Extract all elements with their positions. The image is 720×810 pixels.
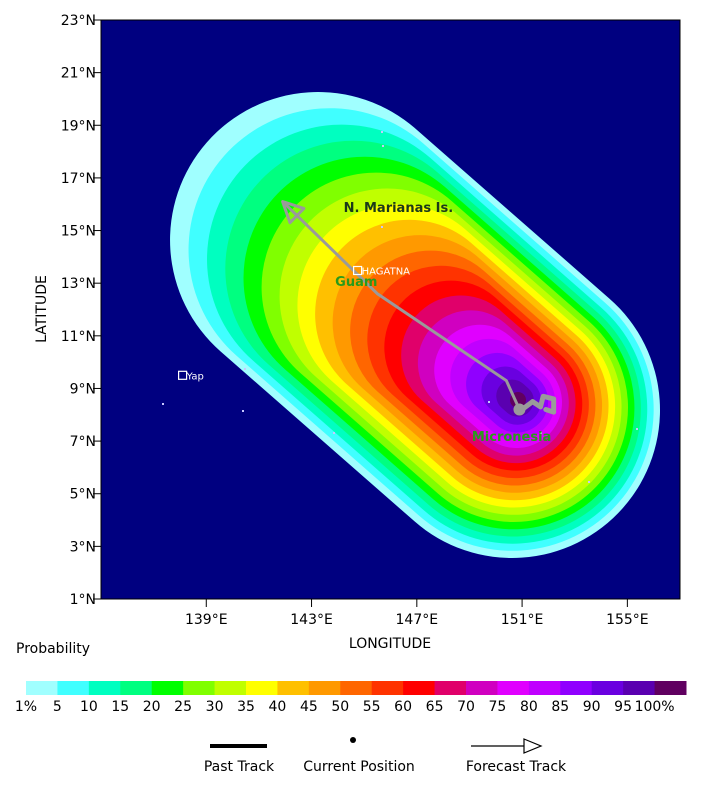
colorbar-swatch — [560, 681, 593, 695]
probability-contours — [170, 92, 660, 558]
x-tick-label: 147°E — [396, 612, 439, 628]
colorbar-swatch — [466, 681, 498, 695]
island-dot — [540, 432, 542, 434]
forecast-track-line — [281, 200, 521, 411]
island-dot — [381, 131, 383, 133]
y-tick-label: 1°N — [70, 592, 96, 608]
x-tick-label: 151°E — [501, 612, 544, 628]
colorbar-swatch — [88, 681, 121, 695]
colorbar-swatch — [151, 681, 184, 695]
colorbar-label: 1% — [14, 699, 38, 715]
region-label: Micronesia — [472, 430, 551, 445]
y-tick-label: 11°N — [61, 329, 96, 345]
colorbar-swatch — [308, 681, 341, 695]
x-tick-label: 143°E — [290, 612, 333, 628]
colorbar-label: 85 — [551, 699, 570, 715]
island-dot — [636, 428, 638, 430]
x-tick-label: 139°E — [185, 612, 228, 628]
colorbar-swatch — [623, 681, 656, 695]
y-tick-label: 3°N — [70, 539, 96, 555]
colorbar-swatch — [246, 681, 278, 695]
colorbar-swatch — [120, 681, 153, 695]
colorbar-label: 10 — [79, 699, 98, 715]
colorbar-label: 20 — [142, 699, 161, 715]
past-track-line — [519, 393, 557, 415]
colorbar-label: 35 — [237, 699, 255, 715]
colorbar-label: 90 — [582, 699, 601, 715]
island-dot — [381, 226, 383, 228]
y-tick-label: 15°N — [61, 224, 96, 240]
region-label: N. Marianas Is. — [344, 201, 454, 216]
colorbar-swatch — [340, 681, 373, 695]
y-tick-label: 19°N — [61, 118, 96, 134]
colorbar-label: 65 — [425, 699, 444, 715]
colorbar-swatch — [214, 681, 247, 695]
colorbar-label: 70 — [457, 699, 475, 715]
colorbar-label: 30 — [205, 699, 224, 715]
colorbar-label: 15 — [111, 699, 130, 715]
colorbar-swatch — [497, 681, 530, 695]
city-marker — [178, 370, 188, 380]
y-tick-label: 23°N — [61, 13, 96, 29]
legend-title: Probability — [16, 641, 91, 657]
colorbar-label: 45 — [299, 699, 318, 715]
colorbar-swatch — [434, 681, 467, 695]
axis-ticks: 139°E 143°E 147°E 151°E 155°E 23°N 21°N 19°N 17°… — [61, 13, 649, 628]
colorbar-label: 25 — [174, 699, 193, 715]
island-dot — [162, 403, 164, 405]
colorbar-swatch — [371, 681, 404, 695]
y-axis-title: LATITUDE — [34, 275, 50, 343]
island-dot — [588, 481, 590, 483]
island-dot — [333, 432, 335, 434]
colorbar-label: 95 — [614, 699, 633, 715]
colorbar-swatch — [183, 681, 216, 695]
islands — [162, 131, 638, 483]
colorbar-swatch — [26, 681, 58, 695]
colorbar-swatch — [654, 681, 687, 695]
colorbar-label: 60 — [394, 699, 413, 715]
y-tick-label: 9°N — [70, 381, 96, 397]
forecast-track-key-label: Forecast Track — [465, 759, 567, 775]
island-dot — [488, 401, 490, 403]
colorbar-label: 55 — [362, 699, 381, 715]
y-tick-label: 21°N — [61, 66, 96, 82]
forecast-track-arrowhead — [281, 200, 306, 225]
colorbar-swatch — [403, 681, 436, 695]
storm-tracks — [281, 200, 557, 416]
current-position-key-dot — [350, 737, 356, 743]
map-frame — [100, 19, 681, 600]
colorbar-label: 75 — [488, 699, 507, 715]
current-position-marker — [513, 403, 526, 416]
colorbar-label: 80 — [519, 699, 538, 715]
colorbar — [26, 681, 687, 695]
colorbar-swatch — [277, 681, 310, 695]
colorbar-label: 5 — [52, 699, 62, 715]
current-position-key-label: Current Position — [303, 759, 415, 775]
y-tick-label: 13°N — [61, 276, 96, 292]
y-tick-label: 7°N — [70, 434, 96, 450]
colorbar-swatch — [591, 681, 624, 695]
city-label: Yap — [186, 371, 204, 382]
city-marker — [353, 265, 363, 276]
place-labels: HAGATNA Yap Guam N. Marianas Is. Micronesia — [178, 201, 551, 445]
forecast-track-key-arrow — [471, 738, 543, 754]
x-tick-label: 155°E — [606, 612, 649, 628]
island-dot — [242, 410, 244, 412]
colorbar-label: 50 — [331, 699, 350, 715]
region-label: Guam — [335, 275, 377, 290]
colorbar-label: 100% — [634, 699, 675, 715]
colorbar-swatch — [528, 681, 561, 695]
y-tick-label: 5°N — [70, 487, 96, 503]
colorbar-label: 40 — [268, 699, 287, 715]
past-track-key-label: Past Track — [203, 759, 275, 775]
x-axis-title: LONGITUDE — [349, 636, 431, 652]
island-dot — [382, 145, 384, 147]
city-label: HAGATNA — [362, 267, 411, 278]
colorbar-swatch — [57, 681, 90, 695]
y-tick-label: 17°N — [61, 171, 96, 187]
island-dot — [244, 368, 246, 370]
